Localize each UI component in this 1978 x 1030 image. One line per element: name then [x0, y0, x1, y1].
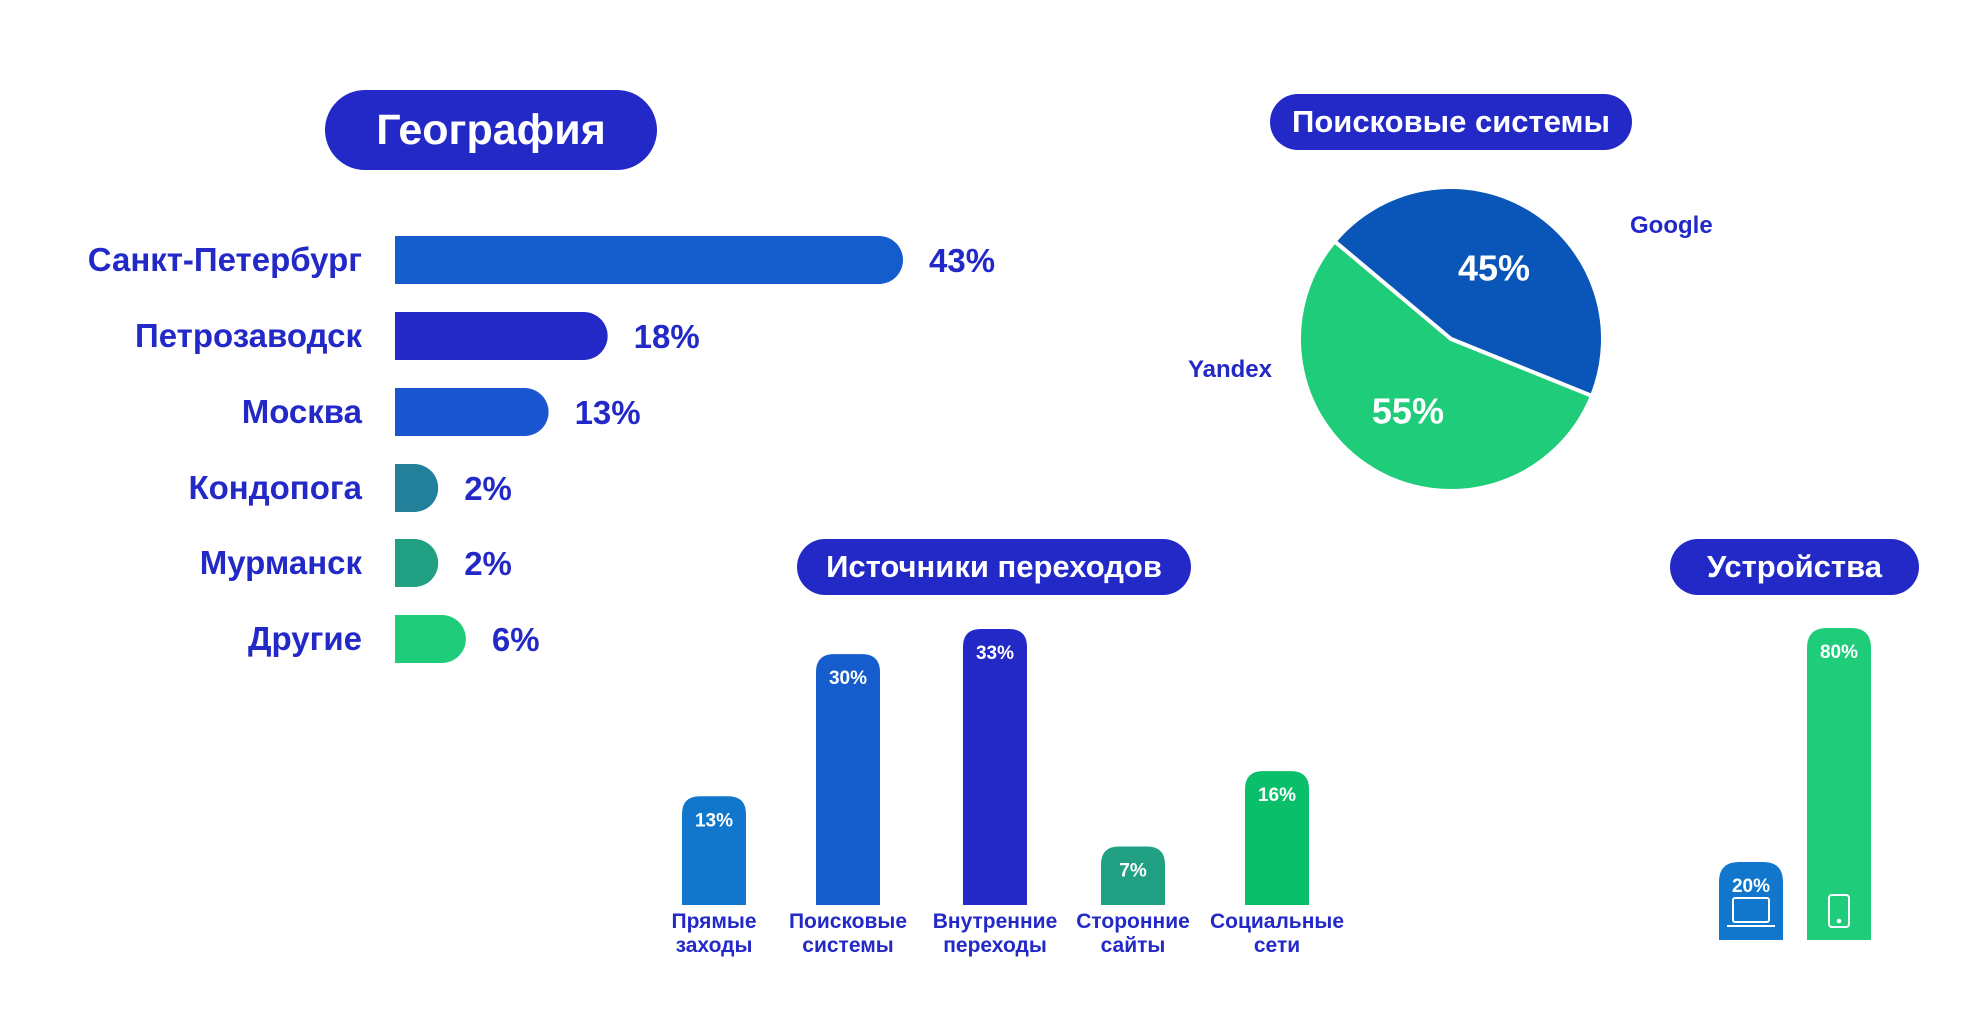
geography-category-label: Петрозаводск — [135, 317, 362, 354]
geography-category-label: Москва — [242, 393, 363, 430]
pie-value-label: 45% — [1458, 247, 1530, 288]
geography-bar-chart: Санкт-Петербург 43% Петрозаводск 18% Москва 1… — [88, 236, 995, 663]
geography-bar — [395, 539, 439, 587]
sources-category-label: системы — [802, 934, 893, 957]
pie-category-label: Yandex — [1188, 356, 1273, 383]
geography-bar — [395, 464, 439, 512]
geography-bar — [395, 236, 903, 284]
geography-value-label: 2% — [464, 545, 512, 582]
geography-value-label: 18% — [634, 318, 700, 355]
sources-category-label: Социальные — [1210, 910, 1344, 933]
pie-value-label: 55% — [1372, 391, 1444, 432]
sources-column — [1101, 846, 1165, 905]
devices-column-chart: 20% 80% — [1719, 628, 1871, 940]
geography-bar — [395, 388, 549, 436]
geography-category-label: Другие — [248, 620, 362, 657]
sources-column — [816, 654, 880, 905]
sources-category-label: Сторонние — [1076, 910, 1190, 933]
sources-column — [963, 629, 1027, 905]
geography-category-label: Кондопога — [188, 469, 362, 506]
sources-value-label: 30% — [829, 668, 867, 689]
devices-value-label: 20% — [1732, 876, 1770, 897]
sources-category-label: переходы — [943, 934, 1047, 957]
sources-value-label: 33% — [976, 643, 1014, 664]
pie-slice-yandex — [1297, 238, 1595, 493]
geography-value-label: 2% — [464, 470, 512, 507]
sources-value-label: 16% — [1258, 785, 1296, 806]
geography-value-label: 13% — [575, 394, 641, 431]
pie-category-label: Google — [1630, 212, 1713, 239]
sources-column — [1245, 771, 1309, 905]
search-engines-pie-chart: 45% Google 55% Yandex — [1188, 185, 1713, 493]
traffic-sources-title: Источники переходов — [797, 539, 1191, 595]
sources-category-label: сети — [1254, 934, 1300, 957]
sources-category-label: Внутренние — [933, 910, 1058, 933]
sources-category-label: сайты — [1101, 934, 1166, 957]
devices-value-label: 80% — [1820, 642, 1858, 663]
geography-bar — [395, 615, 466, 663]
devices-column — [1807, 628, 1871, 940]
devices-column — [1719, 862, 1783, 940]
pie-slice-google — [1331, 185, 1605, 399]
devices-title: Устройства — [1670, 539, 1919, 595]
sources-value-label: 13% — [695, 810, 733, 831]
geography-value-label: 43% — [929, 242, 995, 279]
sources-column — [682, 796, 746, 905]
laptop-icon — [1727, 897, 1775, 927]
sources-category-label: заходы — [676, 934, 753, 957]
geography-title: География — [325, 90, 657, 170]
geography-category-label: Мурманск — [200, 544, 363, 581]
smartphone-icon — [1828, 894, 1850, 928]
geography-bar — [395, 312, 608, 360]
sources-category-label: Прямые — [671, 910, 756, 933]
geography-category-label: Санкт-Петербург — [88, 241, 362, 278]
search-engines-title: Поисковые системы — [1270, 94, 1632, 150]
sources-category-label: Поисковые — [789, 910, 907, 933]
geography-value-label: 6% — [492, 621, 540, 658]
sources-value-label: 7% — [1119, 860, 1147, 881]
